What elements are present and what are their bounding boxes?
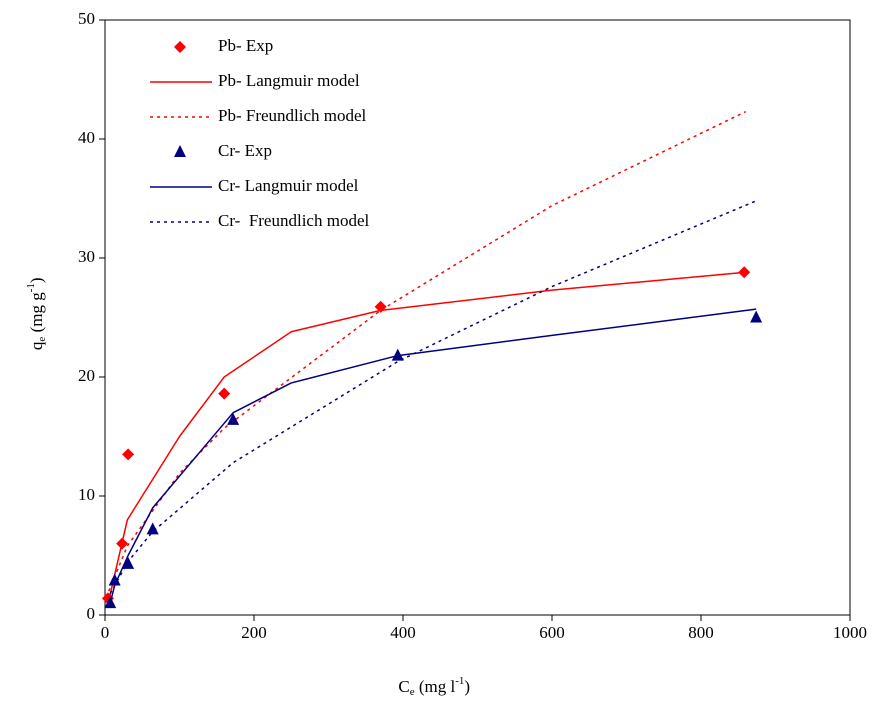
- data-point: [218, 387, 231, 400]
- x-tick-label: 0: [101, 623, 110, 642]
- model-line: [107, 271, 746, 601]
- data-point: [750, 310, 763, 323]
- model-line: [109, 200, 757, 594]
- y-label-part: e: [36, 337, 48, 342]
- y-tick-label: 40: [78, 128, 95, 147]
- x-tick-label: 600: [539, 623, 565, 642]
- x-tick-label: 400: [390, 623, 416, 642]
- data-point: [122, 448, 135, 461]
- x-tick-label: 200: [241, 623, 267, 642]
- legend-label: Pb- Freundlich model: [218, 106, 367, 125]
- data-point: [146, 522, 159, 535]
- x-axis-label: Ce (mg l-1): [377, 675, 483, 698]
- legend-marker: [174, 41, 186, 53]
- y-tick-label: 10: [78, 485, 95, 504]
- data-point: [391, 348, 404, 361]
- y-axis-label: qe (mg g-1): [25, 265, 48, 372]
- y-label-part: -1: [25, 283, 37, 292]
- plot-frame: [104, 19, 851, 616]
- legend-label: Cr- Exp: [218, 141, 272, 160]
- legend-marker: [174, 145, 186, 157]
- x-label-part: e: [410, 686, 415, 698]
- y-tick-label: 20: [78, 366, 95, 385]
- model-line: [109, 308, 757, 604]
- y-tick-label: 30: [78, 247, 95, 266]
- legend-label: Pb- Langmuir model: [218, 71, 360, 90]
- y-label-part: (mg g: [27, 292, 46, 337]
- x-label-part: -1: [455, 675, 464, 687]
- y-label-part: q: [27, 341, 46, 350]
- legend-label: Cr- Freundlich model: [218, 211, 369, 230]
- x-label-part: (mg l: [415, 677, 456, 696]
- data-point: [227, 412, 240, 425]
- y-tick-label: 50: [78, 9, 95, 28]
- legend-label: Pb- Exp: [218, 36, 273, 55]
- y-label-part: ): [27, 277, 46, 283]
- y-tick-label: 0: [87, 604, 96, 623]
- x-label-part: C: [398, 677, 409, 696]
- legend-label: Cr- Langmuir model: [218, 176, 359, 195]
- data-point: [108, 573, 121, 586]
- x-label-part: ): [464, 677, 470, 696]
- x-tick-label: 1000: [833, 623, 867, 642]
- x-tick-label: 800: [688, 623, 714, 642]
